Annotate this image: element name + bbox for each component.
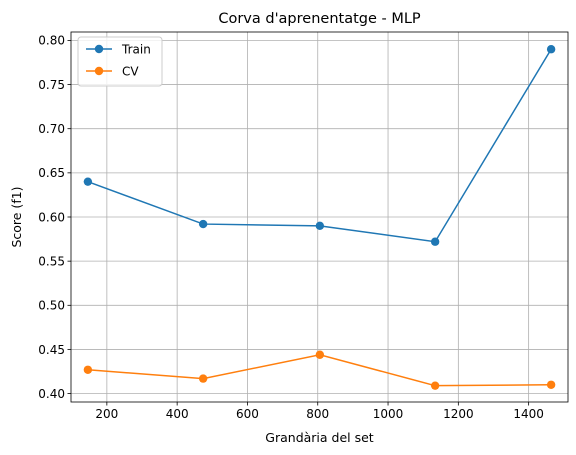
x-axis-label: Grandària del set [265, 430, 374, 445]
data-point-train [316, 222, 324, 230]
x-tick-label: 200 [95, 407, 118, 421]
y-tick-label: 0.60 [38, 210, 65, 224]
y-tick-label: 0.50 [38, 299, 65, 313]
legend-marker-train [95, 45, 103, 53]
y-tick-label: 0.40 [38, 387, 65, 401]
data-point-train [84, 177, 92, 185]
legend: Train CV [78, 37, 162, 86]
data-point-cv [431, 381, 439, 389]
data-point-cv [547, 381, 555, 389]
x-tick-label: 1400 [513, 407, 544, 421]
y-tick-label: 0.45 [38, 343, 65, 357]
data-point-train [199, 220, 207, 228]
x-tick-label: 1200 [443, 407, 474, 421]
y-tick-label: 0.80 [38, 34, 65, 48]
y-axis-label: Score (f1) [9, 186, 24, 247]
data-point-train [547, 45, 555, 53]
x-tick-label: 1000 [373, 407, 404, 421]
grid [71, 32, 568, 402]
legend-label-cv: CV [122, 64, 139, 78]
x-tick-label: 600 [236, 407, 259, 421]
legend-label-train: Train [121, 42, 151, 56]
y-tick-label: 0.70 [38, 122, 65, 136]
data-point-cv [84, 366, 92, 374]
chart-title: Corva d'aprenentatge - MLP [218, 11, 421, 27]
x-tick-label: 400 [166, 407, 189, 421]
legend-marker-cv [95, 67, 103, 75]
series [84, 45, 556, 390]
y-tick-label: 0.55 [38, 254, 65, 268]
data-point-train [431, 238, 439, 246]
y-tick-label: 0.65 [38, 166, 65, 180]
data-point-cv [316, 351, 324, 359]
data-point-cv [199, 374, 207, 382]
x-tick-label: 800 [306, 407, 329, 421]
series-line-cv [88, 355, 551, 386]
axis-ticks: 200 400 600 800 1000 1200 1400 0.40 0.45 0.50 0.55… [38, 34, 544, 421]
y-tick-label: 0.75 [38, 78, 65, 92]
